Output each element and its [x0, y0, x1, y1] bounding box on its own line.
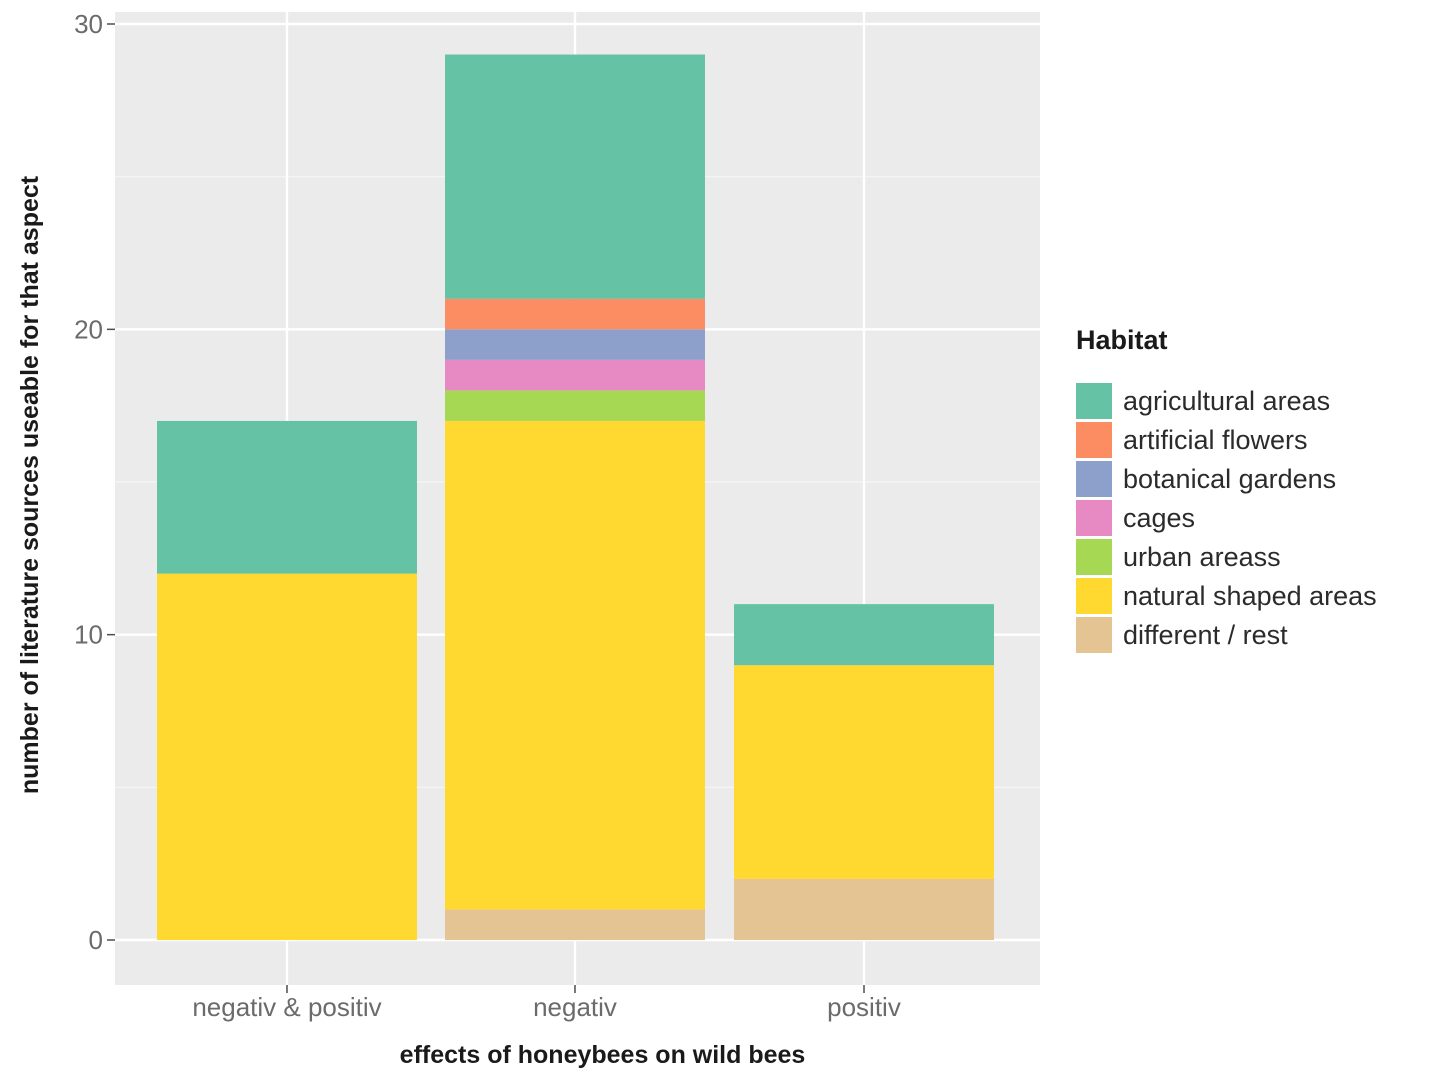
x-tick-label: negativ & positiv	[192, 992, 381, 1022]
bar-segment	[445, 54, 705, 299]
y-tick-label: 0	[89, 925, 103, 955]
y-axis-title: number of literature sources useable for…	[16, 175, 44, 794]
x-axis-title: effects of honeybees on wild bees	[400, 1041, 806, 1069]
bar-segment	[734, 665, 994, 879]
legend-label: cages	[1123, 503, 1195, 533]
legend-label: artificial flowers	[1123, 425, 1308, 455]
bar-segment	[445, 298, 705, 330]
legend-key	[1076, 617, 1112, 653]
legend-label: different / rest	[1123, 620, 1288, 650]
legend-key	[1076, 539, 1112, 575]
legend-item: artificial flowers	[1076, 422, 1308, 458]
legend-key	[1076, 461, 1112, 497]
x-tick-label: negativ	[533, 992, 617, 1022]
y-tick-label: 10	[74, 620, 103, 650]
legend-key	[1076, 578, 1112, 614]
legend-label: urban areass	[1123, 542, 1281, 572]
x-axis: negativ & positiv negativ positiv	[192, 985, 901, 1022]
bar-stack	[157, 420, 417, 940]
legend-item: agricultural areas	[1076, 383, 1330, 419]
legend-label: botanical gardens	[1123, 464, 1336, 494]
bar-segment	[445, 359, 705, 391]
bar-segment	[734, 604, 994, 666]
bar-segment	[734, 878, 994, 940]
bar-stack	[734, 604, 994, 940]
legend-label: agricultural areas	[1123, 386, 1330, 416]
legend-key	[1076, 383, 1112, 419]
y-tick-label: 20	[74, 314, 103, 344]
bar-stack	[445, 54, 705, 940]
bar-segment	[445, 420, 705, 910]
bar-segment	[445, 390, 705, 421]
bar-segment	[445, 909, 705, 940]
legend-title: Habitat	[1076, 325, 1168, 355]
legend-item: cages	[1076, 500, 1195, 536]
legend-key	[1076, 422, 1112, 458]
y-axis: 0 10 20 30	[74, 9, 115, 955]
bar-segment	[157, 420, 417, 574]
bar-segment	[445, 329, 705, 360]
legend-item: different / rest	[1076, 617, 1288, 653]
legend-item: natural shaped areas	[1076, 578, 1377, 614]
legend-label: natural shaped areas	[1123, 581, 1377, 611]
bar-segment	[157, 573, 417, 940]
legend-item: botanical gardens	[1076, 461, 1336, 497]
x-tick-label: positiv	[827, 992, 901, 1022]
y-tick-label: 30	[74, 9, 103, 39]
legend: Habitat agricultural areas artificial flo…	[1076, 325, 1377, 653]
bars	[157, 54, 994, 940]
legend-key	[1076, 500, 1112, 536]
legend-item: urban areass	[1076, 539, 1281, 575]
